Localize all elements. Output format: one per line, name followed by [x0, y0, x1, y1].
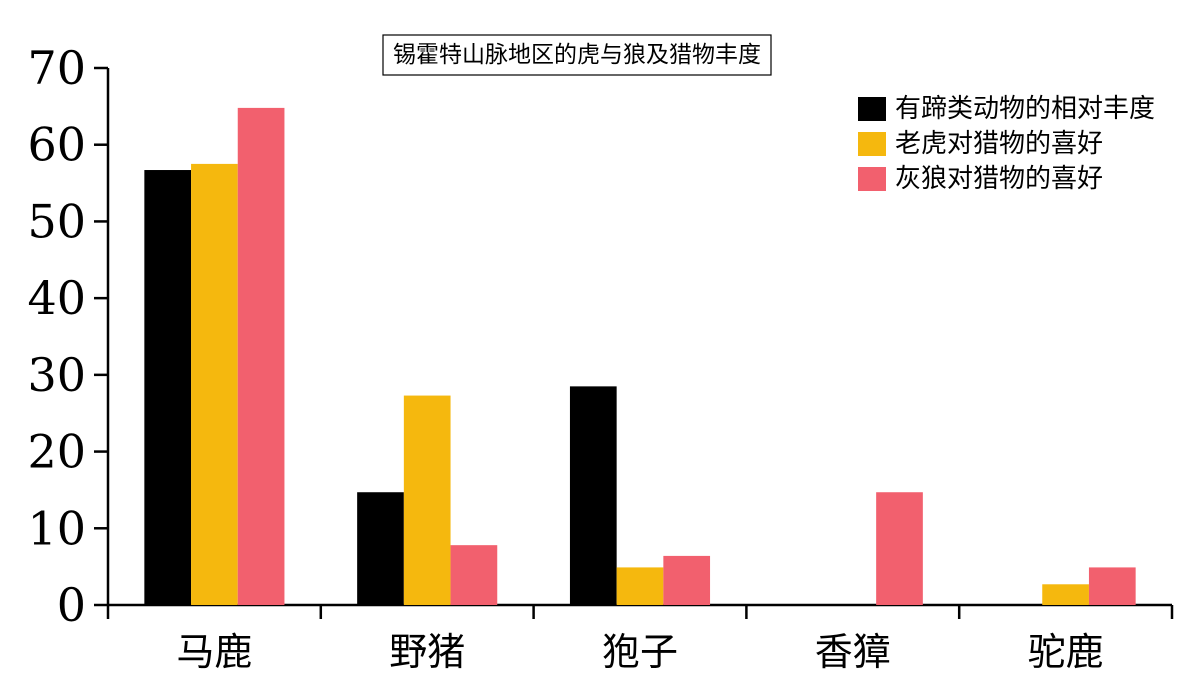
bar: [450, 545, 498, 605]
chart-title-text: 锡霍特山脉地区的虎与狼及猎物丰度: [393, 42, 761, 68]
x-tick-label: 香獐: [815, 630, 891, 674]
chart-title: 锡霍特山脉地区的虎与狼及猎物丰度: [382, 34, 772, 76]
bar: [663, 555, 711, 605]
legend-label: 老虎对猎物的喜好: [895, 129, 1103, 159]
legend-label: 有蹄类动物的相对丰度: [895, 94, 1155, 124]
legend-swatch: [858, 167, 886, 191]
bar: [357, 492, 404, 605]
y-tick-label: 30: [27, 348, 86, 402]
bar: [144, 170, 192, 605]
bar: [237, 107, 285, 606]
y-axis: 0 10 20 30 40 50 60 70: [27, 41, 110, 632]
x-tick-label: 野猪: [389, 630, 465, 674]
bar: [1042, 584, 1089, 605]
bar: [569, 386, 617, 605]
x-tick-label: 狍子: [602, 630, 678, 674]
bar: [191, 163, 238, 605]
bar: [1088, 567, 1136, 605]
bar: [616, 567, 664, 605]
bar: [403, 395, 451, 605]
x-tick-label: 驼鹿: [1028, 630, 1104, 674]
chart-title-box: [382, 34, 772, 76]
x-axis: 马鹿 野猪 狍子 香獐 驼鹿: [106, 603, 1174, 674]
y-tick-label: 20: [27, 425, 86, 479]
y-tick-label: 50: [27, 194, 86, 248]
y-tick-label: 40: [27, 271, 86, 325]
y-tick-label: 10: [27, 501, 86, 555]
bar: [876, 492, 923, 605]
bars: [144, 107, 1136, 606]
y-tick-label: 60: [27, 118, 86, 172]
y-tick-label: 0: [57, 578, 86, 632]
legend-swatch: [858, 132, 886, 156]
y-tick-label: 70: [27, 41, 86, 95]
legend-swatch: [858, 97, 886, 121]
legend-label: 灰狼对猎物的喜好: [895, 164, 1103, 194]
x-tick-label: 马鹿: [176, 630, 252, 674]
